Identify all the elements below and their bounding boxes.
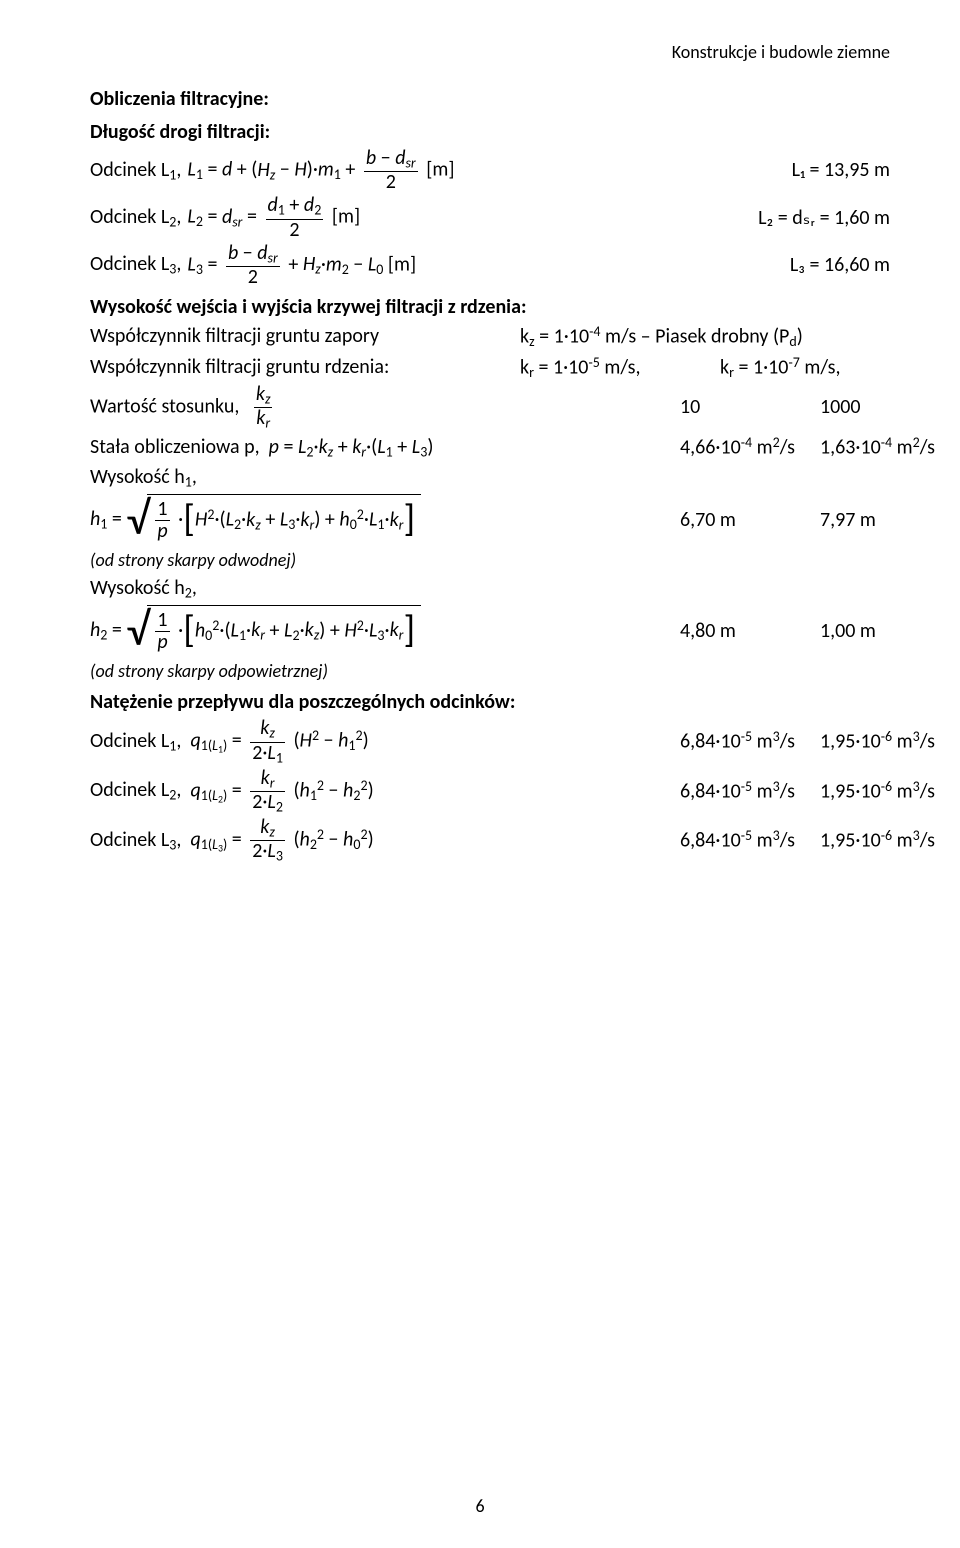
row-stala: Stała obliczeniowa p, p = L2·kz + kr·(L1… <box>90 434 890 462</box>
ratio-label: Wartość stosunku, <box>90 395 239 419</box>
qL1-c2: 1,95·10-6 m3/s <box>820 728 960 755</box>
stala-label: Stała obliczeniowa p, <box>90 435 260 459</box>
title-obliczenia: Obliczenia filtracyjne: <box>90 86 890 113</box>
row-kr: Współczynnik filtracji gruntu rdzenia: k… <box>90 354 890 383</box>
kz-label: Współczynnik filtracji gruntu zapory <box>90 323 520 350</box>
row-L3: Odcinek L3, L3 = b − dsr2 + Hz·m2 − L0 [… <box>90 243 890 288</box>
title-wysokosc: Wysokość wejścia i wyjścia krzywej filtr… <box>90 294 890 321</box>
kr-label: Współczynnik filtracji gruntu rdzenia: <box>90 354 520 381</box>
h2-label: Wysokość h2, <box>90 575 890 603</box>
L1-lead: Odcinek L1, <box>90 158 181 182</box>
h1-note: (od strony skarpy odwodnej) <box>90 548 890 572</box>
h2-c1: 4,80 m <box>680 618 820 645</box>
stala-c1: 4,66·10-4 m2/s <box>680 434 820 461</box>
title-dlugosc: Długość drogi filtracji: <box>90 119 890 146</box>
L3-lead: Odcinek L3, <box>90 252 181 276</box>
qL3-c2: 1,95·10-6 m3/s <box>820 827 960 854</box>
h2-note: (od strony skarpy odpowietrznej) <box>90 659 890 683</box>
row-kz: Współczynnik filtracji gruntu zapory kz … <box>90 323 890 352</box>
L3-value: L₃ = 16,60 m <box>790 252 890 279</box>
L3-unit: [m] <box>388 252 416 276</box>
row-qL3: Odcinek L3, q1(L3) = kz2·L3 (h22 − h02) … <box>90 817 890 864</box>
kr-val2: kr = 1·10-7 m/s, <box>720 354 841 383</box>
row-L2: Odcinek L2, L2 = dsr = d1 + d22 [m] L₂ =… <box>90 195 890 240</box>
row-L1: Odcinek L1, L1 = d + (Hz − H)·m1 + b − d… <box>90 148 890 193</box>
doc-header-title: Konstrukcje i budowle ziemne <box>90 40 890 64</box>
kz-value: kz = 1·10-4 m/s – Piasek drobny (Pd) <box>520 323 803 352</box>
kr-val1: kr = 1·10-5 m/s, <box>520 354 720 383</box>
row-ratio: Wartość stosunku, kzkr 10 1000 <box>90 384 890 431</box>
ratio-c2: 1000 <box>820 394 960 421</box>
title-natezenie: Natężenie przepływu dla poszczególnych o… <box>90 689 890 716</box>
stala-c2: 1,63·10-4 m2/s <box>820 434 960 461</box>
row-h1: h1 = √ 1p ·[H2·(L2·kz + L3·kr) + h02·L1·… <box>90 494 890 546</box>
h2-c2: 1,00 m <box>820 618 960 645</box>
qL2-c1: 6,84·10-5 m3/s <box>680 778 820 805</box>
h1-c1: 6,70 m <box>680 507 820 534</box>
qL2-lead: Odcinek L2, <box>90 778 181 802</box>
row-qL2: Odcinek L2, q1(L2) = kr2·L2 (h12 − h22) … <box>90 768 890 815</box>
L2-lead: Odcinek L2, <box>90 205 181 229</box>
ratio-c1: 10 <box>680 394 820 421</box>
L1-unit: [m] <box>426 158 454 182</box>
L1-value: L₁ = 13,95 m <box>792 157 890 184</box>
h1-label: Wysokość h1, <box>90 464 890 492</box>
L2-unit: [m] <box>332 205 360 229</box>
h1-c2: 7,97 m <box>820 507 960 534</box>
qL3-c1: 6,84·10-5 m3/s <box>680 827 820 854</box>
qL2-c2: 1,95·10-6 m3/s <box>820 778 960 805</box>
qL1-lead: Odcinek L1, <box>90 729 181 753</box>
row-h2: h2 = √ 1p ·[h02·(L1·kr + L2·kz) + H2·L3·… <box>90 605 890 657</box>
qL1-c1: 6,84·10-5 m3/s <box>680 728 820 755</box>
qL3-lead: Odcinek L3, <box>90 828 181 852</box>
page-number: 6 <box>0 1494 960 1518</box>
row-qL1: Odcinek L1, q1(L1) = kz2·L1 (H2 − h12) 6… <box>90 718 890 765</box>
L2-value: L₂ = dₛᵣ = 1,60 m <box>758 205 890 232</box>
